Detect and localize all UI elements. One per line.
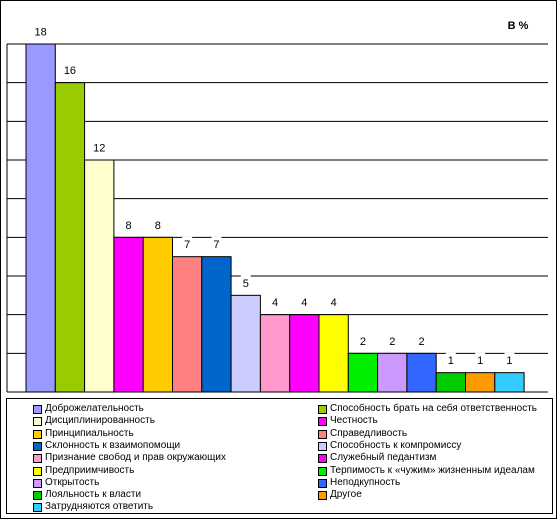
legend-swatch xyxy=(33,503,42,513)
data-label: 8 xyxy=(125,220,131,232)
legend-swatch xyxy=(33,417,42,427)
legend-label: Дисциплинированность xyxy=(45,415,155,427)
unit-label: В % xyxy=(503,18,533,34)
legend-swatch xyxy=(318,429,327,439)
bar xyxy=(142,236,173,393)
bar xyxy=(406,352,437,393)
data-label-bg xyxy=(123,217,134,233)
data-label-bg xyxy=(211,236,222,252)
legend-label: Служебный педантизм xyxy=(330,452,437,464)
bar xyxy=(259,314,291,393)
legend-swatch xyxy=(33,491,42,501)
legend-swatch xyxy=(318,441,327,451)
data-label-bg xyxy=(445,352,456,368)
bar xyxy=(25,43,56,393)
legend-swatch xyxy=(318,478,327,488)
legend-label: Затрудняются ответить xyxy=(45,501,154,513)
data-label: 8 xyxy=(155,220,161,232)
data-label: 7 xyxy=(213,239,219,251)
data-label: 5 xyxy=(243,278,249,290)
legend-label: Лояльность к власти xyxy=(45,489,142,501)
data-label-bg xyxy=(299,294,310,310)
data-label: 2 xyxy=(389,336,395,348)
data-label-bg xyxy=(182,236,193,252)
bar xyxy=(465,372,496,393)
bar xyxy=(172,256,203,393)
bar-chart: 18 16 12 8 8 7 7 5 4 4 4 2 2 2 1 1 1 xyxy=(6,24,548,393)
bar xyxy=(230,294,261,393)
legend-label: Честность xyxy=(330,415,378,427)
data-label-bg xyxy=(416,333,427,349)
legend-label: Способность брать на себя ответственност… xyxy=(330,403,538,414)
data-label-bg xyxy=(270,294,281,310)
legend-swatch xyxy=(33,466,42,476)
legend: Доброжелательность Способность брать на с… xyxy=(6,398,553,514)
data-label: 1 xyxy=(506,355,512,367)
legend-swatch xyxy=(33,441,42,451)
bar xyxy=(201,256,232,393)
data-label-bg xyxy=(475,352,486,368)
bar xyxy=(494,372,525,393)
bar xyxy=(84,159,115,393)
data-label: 4 xyxy=(272,297,278,309)
data-label-bg xyxy=(62,62,78,78)
bar xyxy=(113,236,144,393)
data-label-bg xyxy=(387,333,398,349)
data-label: 16 xyxy=(64,65,76,77)
data-label: 18 xyxy=(35,27,47,39)
bar xyxy=(289,314,320,393)
legend-label: Терпимость к «чужим» жизненным идеалам xyxy=(330,464,535,476)
data-label: 4 xyxy=(301,297,307,309)
legend-swatch xyxy=(318,405,327,414)
data-label-bg xyxy=(504,352,515,368)
legend-swatch xyxy=(33,478,42,488)
legend-label: Справедливость xyxy=(330,427,408,439)
legend-swatch xyxy=(318,491,327,501)
legend-label: Открытость xyxy=(45,476,100,488)
legend-label: Доброжелательность xyxy=(45,403,144,414)
legend-label: Принципиальность xyxy=(45,427,134,439)
legend-label: Предприимчивость xyxy=(45,464,135,476)
bar xyxy=(54,82,86,393)
legend-swatch xyxy=(318,466,327,476)
data-label: 1 xyxy=(477,355,483,367)
legend-swatch xyxy=(318,454,327,464)
legend-label: Признание свобод и прав окружающих xyxy=(45,452,226,464)
legend-label: Способность к компромиссу xyxy=(330,439,462,451)
data-label-bg xyxy=(328,294,339,310)
legend-label: Неподкупность xyxy=(330,476,401,488)
data-label: 1 xyxy=(448,355,454,367)
data-label-bg xyxy=(240,275,251,291)
data-label-bg xyxy=(33,24,49,39)
data-label: 2 xyxy=(360,336,366,348)
legend-swatch xyxy=(33,405,42,414)
bar xyxy=(435,372,467,393)
legend-swatch xyxy=(33,429,42,439)
data-label-bg xyxy=(357,333,368,349)
data-label: 2 xyxy=(418,336,424,348)
legend-label: Другое xyxy=(330,489,362,501)
legend-swatch xyxy=(33,454,42,464)
data-label-bg xyxy=(152,217,163,233)
legend-swatch xyxy=(318,417,327,427)
legend-label: Склонность к взаимопомощи xyxy=(45,439,181,451)
data-label: 4 xyxy=(331,297,337,309)
data-label: 12 xyxy=(93,143,105,155)
data-label: 7 xyxy=(184,239,190,251)
data-label-bg xyxy=(91,140,107,155)
bar xyxy=(347,352,379,393)
bar xyxy=(377,352,408,393)
bar xyxy=(318,314,349,393)
